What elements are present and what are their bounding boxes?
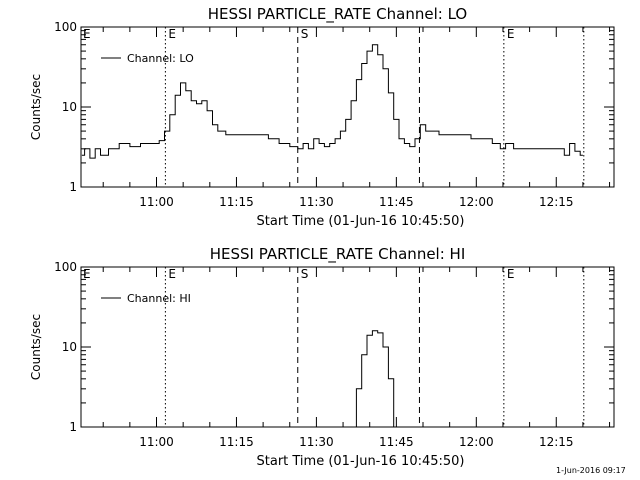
y-axis-label: Counts/sec: [29, 74, 43, 140]
y-tick-label: 100: [54, 260, 77, 274]
x-tick-label: 12:15: [539, 195, 574, 209]
marker-label: S: [301, 27, 309, 41]
y-tick-label: 100: [54, 20, 77, 34]
chart-title: HESSI PARTICLE_RATE Channel: LO: [208, 5, 467, 24]
marker-label: E: [507, 267, 515, 281]
x-tick-label: 12:00: [459, 195, 494, 209]
x-tick-label: 11:45: [379, 195, 414, 209]
x-tick-label: 11:45: [379, 435, 414, 449]
legend-label: Channel: LO: [127, 52, 194, 65]
chart-panel-1: HESSI PARTICLE_RATE Channel: LO Counts/se…: [29, 5, 615, 229]
x-tick-label: 11:15: [219, 195, 254, 209]
plot-frame: [80, 26, 615, 188]
y-tick-label: 10: [62, 340, 77, 354]
x-axis-label: Start Time (01-Jun-16 10:45:50): [257, 214, 465, 229]
legend-label: Channel: HI: [127, 292, 191, 305]
y-tick-label: 10: [62, 100, 77, 114]
x-axis-label: Start Time (01-Jun-16 10:45:50): [257, 454, 465, 469]
x-tick-label: 12:15: [539, 435, 574, 449]
date-stamp: 1-Jun-2016 09:17: [556, 466, 626, 475]
marker-label: E: [83, 267, 91, 281]
y-tick-label: 1: [69, 420, 77, 434]
marker-label: S: [301, 267, 309, 281]
x-tick-label: 12:00: [459, 435, 494, 449]
chart-title: HESSI PARTICLE_RATE Channel: HI: [210, 245, 466, 264]
plot-frame: [80, 266, 615, 428]
x-tick-label: 11:30: [299, 195, 334, 209]
x-tick-label: 11:15: [219, 435, 254, 449]
series-line: [81, 44, 583, 159]
x-tick-label: 11:00: [139, 195, 174, 209]
y-tick-label: 1: [69, 180, 77, 194]
x-tick-label: 11:00: [139, 435, 174, 449]
chart-panel-2: HESSI PARTICLE_RATE Channel: HI Counts/se…: [29, 245, 615, 469]
x-tick-label: 11:30: [299, 435, 334, 449]
marker-label: E: [168, 27, 176, 41]
marker-label: E: [507, 27, 515, 41]
y-axis-label: Counts/sec: [29, 314, 43, 380]
marker-label: E: [83, 27, 91, 41]
marker-label: E: [168, 267, 176, 281]
series-line: [353, 330, 397, 427]
